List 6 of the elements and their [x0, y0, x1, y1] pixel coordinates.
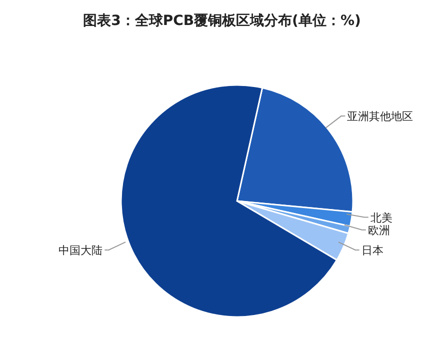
slice-label: 亚洲其他地区	[347, 110, 414, 124]
slice-label: 北美	[370, 211, 392, 224]
slice-label: 欧洲	[368, 224, 390, 237]
slice-label: 日本	[361, 244, 384, 258]
chart-title: 图表3：全球PCB覆铜板区域分布(单位：%)	[82, 12, 362, 31]
slice-label: 中国大陆	[58, 244, 103, 258]
